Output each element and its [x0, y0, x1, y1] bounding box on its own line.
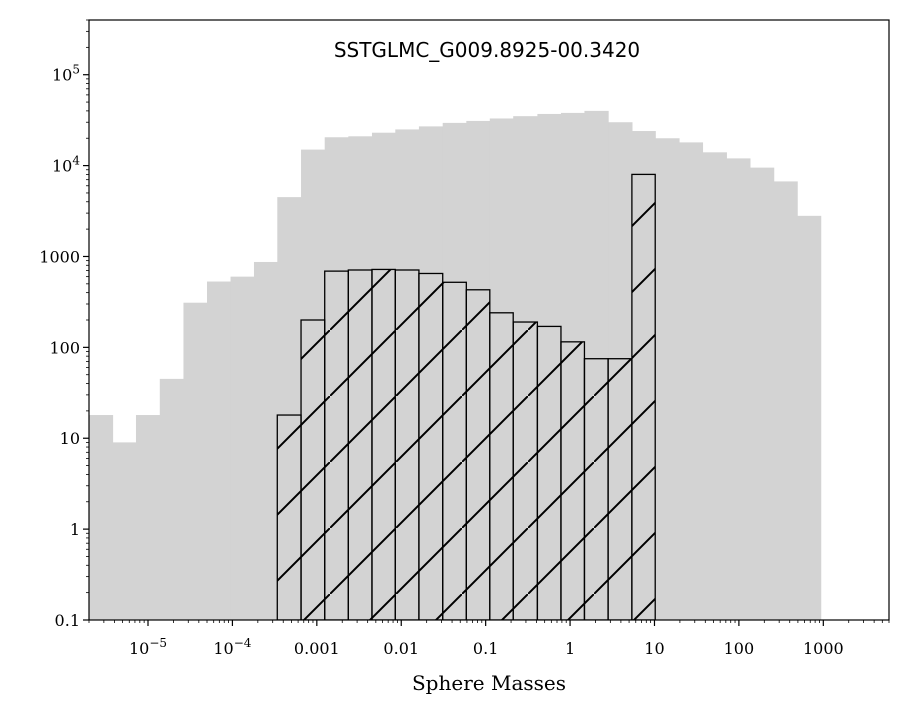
all-models-bar: [773, 181, 798, 620]
all-models-bar: [135, 415, 161, 620]
x-tick-label: 10−5: [129, 636, 167, 658]
all-models-bar: [678, 142, 704, 620]
all-models-bar: [89, 415, 114, 620]
all-models-bar: [159, 378, 185, 620]
y-tick-label: 1000: [39, 247, 80, 266]
selected-models-histogram: [276, 173, 679, 620]
all-models-bar: [230, 276, 255, 620]
x-axis-title: Sphere Masses: [412, 671, 566, 695]
all-models-bar: [183, 302, 208, 620]
x-tick-label: 1: [565, 639, 575, 658]
selected-models-hatch: [277, 174, 679, 620]
y-tick-label: 0.1: [55, 611, 80, 630]
chart-title: SSTGLMC_G009.8925-00.3420: [334, 38, 640, 62]
x-tick-label: 0.01: [383, 639, 419, 658]
y-axis: 0.1 1 10 100 1000 104 105: [39, 19, 89, 630]
all-models-bar: [726, 158, 751, 620]
x-tick-label: 10: [644, 639, 664, 658]
y-tick-label: 105: [52, 63, 80, 85]
x-tick-label: 10−4: [213, 636, 251, 658]
x-tick-label: 1000: [803, 639, 844, 658]
all-models-bar: [112, 442, 137, 620]
x-tick-label: 100: [724, 639, 755, 658]
all-models-bar: [253, 261, 278, 620]
all-models-bar: [655, 138, 680, 620]
all-models-bar: [207, 281, 232, 620]
all-models-bar: [797, 215, 822, 620]
all-models-bar: [749, 167, 775, 620]
x-tick-label: 0.1: [473, 639, 498, 658]
y-tick-label: 10: [60, 429, 80, 448]
y-tick-label: 100: [49, 338, 80, 357]
all-models-bar: [702, 152, 727, 620]
x-tick-label: 0.001: [294, 639, 340, 658]
selected-models-bar: [631, 173, 656, 620]
y-tick-label: 1: [70, 520, 80, 539]
y-tick-label: 104: [52, 154, 80, 176]
x-axis: 10−5 10−4 0.001 0.01 0.1 1 10 100 1000: [88, 620, 890, 658]
